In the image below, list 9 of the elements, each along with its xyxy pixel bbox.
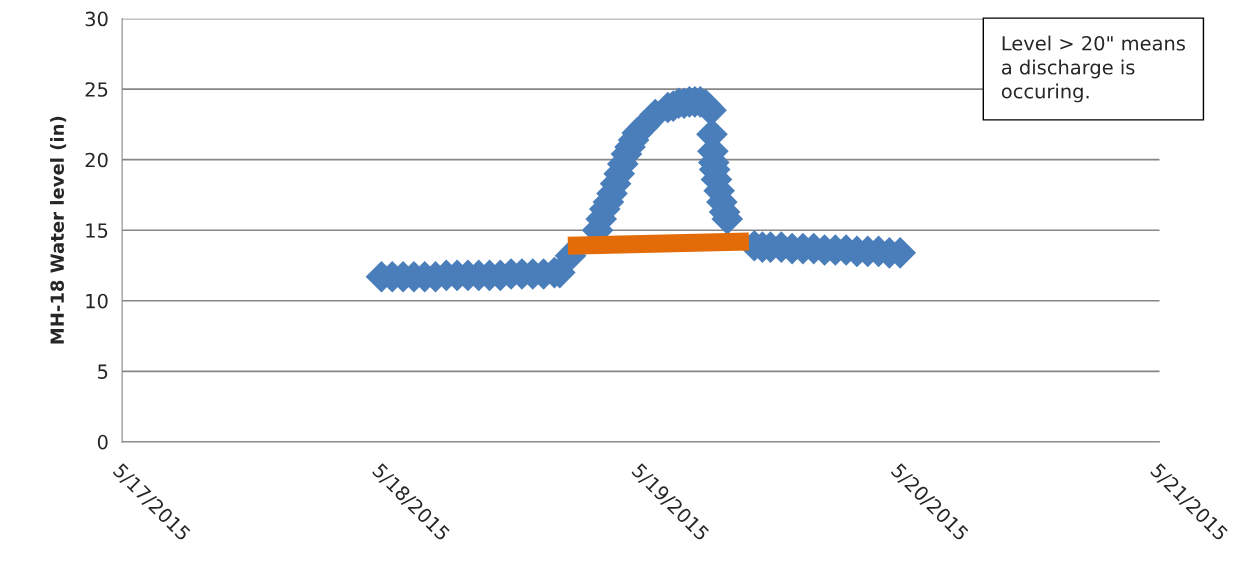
y-tick-label: 5 <box>98 364 108 379</box>
y-tick-label: 0 <box>97 434 108 450</box>
y-tick-label: 30 <box>85 11 108 27</box>
y-tick-label: 10 <box>86 293 108 309</box>
annotation: Level > 20" means a discharge is occuring. <box>1001 35 1185 103</box>
y-axis-title: MH-18 Water level (in) <box>50 116 67 344</box>
y-tick-label: 20 <box>85 152 108 168</box>
y-tick-label: 15 <box>86 223 108 238</box>
y-tick-label: 25 <box>85 82 108 97</box>
